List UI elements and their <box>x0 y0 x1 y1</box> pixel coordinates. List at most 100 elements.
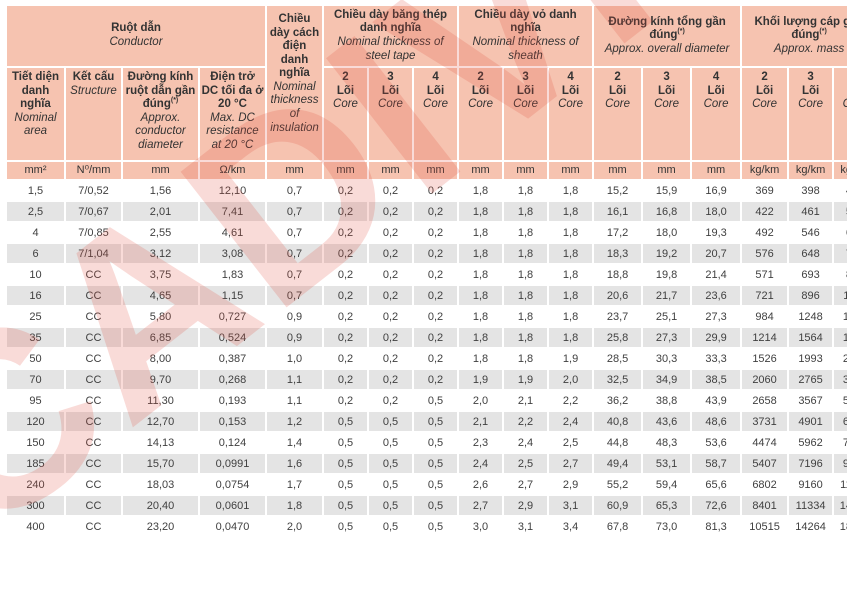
table-cell: 546 <box>789 223 833 242</box>
table-cell: 11731 <box>834 475 847 494</box>
table-cell: 1,8 <box>504 328 548 347</box>
table-cell: 9160 <box>789 475 833 494</box>
table-cell: 2,01 <box>123 202 198 221</box>
table-cell: 1,8 <box>504 349 548 368</box>
table-cell: 0,2 <box>324 265 367 284</box>
table-cell: 0,5 <box>414 433 458 452</box>
table-cell: 0,2 <box>414 370 458 389</box>
table-cell: 0,5 <box>369 412 412 431</box>
unit-cell: Ω/km <box>200 162 265 179</box>
unit-cell: kg/km <box>834 162 847 179</box>
table-cell: 28,5 <box>594 349 642 368</box>
table-cell: 25,8 <box>594 328 642 347</box>
table-cell: 1,8 <box>549 307 593 326</box>
table-cell: 2,0 <box>459 391 503 410</box>
core-col-header: 2 Lõi Core <box>742 68 788 160</box>
table-cell: 1526 <box>742 349 788 368</box>
col-structure-label-en: Structure <box>70 84 117 97</box>
table-cell: 693 <box>789 265 833 284</box>
table-cell: 631 <box>834 223 847 242</box>
group-conductor-label-en: Conductor <box>109 36 163 48</box>
table-cell: 1993 <box>789 349 833 368</box>
table-cell: 0,2 <box>324 370 367 389</box>
table-cell: 1,83 <box>200 265 265 284</box>
table-row: 6 7/1,04 3,12 3,08 0,7 0,2 0,2 0,2 1,8 1,8 1,8 18,3… <box>7 244 847 263</box>
table-cell: 0,5 <box>414 454 458 473</box>
table-cell: 25,1 <box>643 307 691 326</box>
table-cell: 4901 <box>789 412 833 431</box>
col-resistance-label-en: Max. DC resistance at 20 °C <box>206 111 259 151</box>
table-cell: 5109 <box>834 391 847 410</box>
table-cell: 1,8 <box>504 265 548 284</box>
table-cell: 1,15 <box>200 286 265 305</box>
table-row: 2,5 7/0,67 2,01 7,41 0,7 0,2 0,2 0,2 1,8 1,8 1,8 16… <box>7 202 847 221</box>
table-cell: 0,2 <box>414 307 458 326</box>
group-overall-diameter-label-vi: Đường kính tổng gần đúng <box>608 15 726 42</box>
table-cell: 2,7 <box>504 475 548 494</box>
table-cell: 11,30 <box>123 391 198 410</box>
table-row: 400 CC 23,20 0,0470 2,0 0,5 0,5 0,5 3,0 3,1 3,4 67,… <box>7 517 847 536</box>
table-cell: 0,0601 <box>200 496 265 515</box>
table-cell: 1,4 <box>267 433 322 452</box>
table-row: 25 CC 5,80 0,727 0,9 0,2 0,2 0,2 1,8 1,8 1,8 23,7 25… <box>7 307 847 326</box>
table-cell: 7589 <box>834 433 847 452</box>
table-cell: CC <box>66 370 121 389</box>
table-cell: 3,0 <box>459 517 503 536</box>
table-cell: 461 <box>789 202 833 221</box>
table-cell: 19,3 <box>692 223 741 242</box>
table-cell: 0,5 <box>414 517 458 536</box>
table-cell: 0,193 <box>200 391 265 410</box>
table-cell: 2,9 <box>549 475 593 494</box>
table-cell: 0,5 <box>324 517 367 536</box>
table-cell: 2,9 <box>504 496 548 515</box>
group-steel-tape: Chiều dày băng thép danh nghĩa Nominal t… <box>324 6 458 66</box>
footnote-mark: (*) <box>170 97 179 105</box>
group-mass-label-en: Approx. mass <box>773 42 845 55</box>
table-cell: 0,524 <box>200 328 265 347</box>
table-cell: 33,3 <box>692 349 741 368</box>
table-cell: 6281 <box>834 412 847 431</box>
table-cell: 72,6 <box>692 496 741 515</box>
table-cell: 44,8 <box>594 433 642 452</box>
table-cell: 1,8 <box>504 181 548 200</box>
table-cell: 0,2 <box>414 286 458 305</box>
table-cell: 21,4 <box>692 265 741 284</box>
table-cell: 50 <box>7 349 64 368</box>
table-cell: 2,7 <box>459 496 503 515</box>
group-steel-tape-label-vi: Chiều dày băng thép danh nghĩa <box>333 8 448 35</box>
unit-cell: mm <box>594 162 642 179</box>
table-cell: 300 <box>7 496 64 515</box>
table-cell: 5,80 <box>123 307 198 326</box>
table-cell: CC <box>66 496 121 515</box>
table-cell: 1,8 <box>549 265 593 284</box>
unit-cell: mm <box>267 162 322 179</box>
table-cell: 2765 <box>789 370 833 389</box>
table-cell: 0,2 <box>414 202 458 221</box>
table-cell: 32,5 <box>594 370 642 389</box>
table-cell: 38,8 <box>643 391 691 410</box>
table-cell: 0,2 <box>414 349 458 368</box>
table-cell: 8401 <box>742 496 788 515</box>
table-cell: 1,8 <box>459 286 503 305</box>
table-cell: 0,7 <box>267 202 322 221</box>
table-cell: 35 <box>7 328 64 347</box>
group-overall-diameter-label-en: Approx. overall diameter <box>604 42 730 55</box>
unit-cell: N⁰/mm <box>66 162 121 179</box>
group-overall-diameter: Đường kính tổng gần đúng(*) Approx. over… <box>594 6 741 66</box>
table-row: 50 CC 8,00 0,387 1,0 0,2 0,2 0,2 1,8 1,8 1,9 28,5 30… <box>7 349 847 368</box>
table-cell: 48,3 <box>643 433 691 452</box>
table-cell: 0,5 <box>369 496 412 515</box>
table-cell: 0,5 <box>414 475 458 494</box>
table-cell: 0,0991 <box>200 454 265 473</box>
table-cell: 23,7 <box>594 307 642 326</box>
table-cell: 1,8 <box>459 328 503 347</box>
table-cell: 6,85 <box>123 328 198 347</box>
table-cell: 12,10 <box>200 181 265 200</box>
table-cell: 20,7 <box>692 244 741 263</box>
table-cell: 6802 <box>742 475 788 494</box>
unit-cell: mm <box>643 162 691 179</box>
table-cell: 18,8 <box>594 265 642 284</box>
core-col-header: 2 Lõi Core <box>459 68 503 160</box>
table-row: 16 CC 4,65 1,15 0,7 0,2 0,2 0,2 1,8 1,8 1,8 20,6 21,… <box>7 286 847 305</box>
table-cell: CC <box>66 328 121 347</box>
